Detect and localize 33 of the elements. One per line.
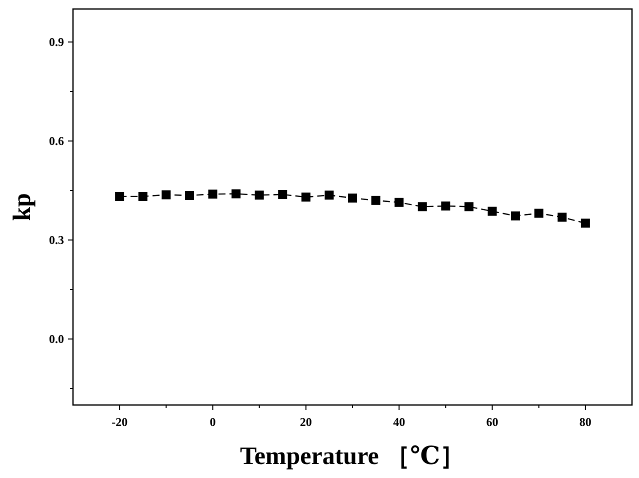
y-tick-label: 0.6 (49, 134, 64, 148)
point (184, 190, 194, 200)
point (511, 211, 520, 220)
point (488, 206, 497, 216)
x-tick-label: 20 (300, 415, 312, 429)
x-tick-label: -20 (112, 415, 128, 429)
point (558, 212, 567, 222)
point (254, 190, 264, 200)
point (534, 208, 544, 218)
x-tick-label: 60 (486, 415, 498, 429)
point (208, 190, 218, 199)
point (348, 194, 357, 203)
point (138, 192, 148, 201)
point (441, 202, 450, 211)
point (580, 218, 590, 228)
point (301, 192, 310, 202)
point (324, 190, 334, 200)
x-axis-title: Temperature ［℃］ (240, 443, 466, 470)
x-tick-label: 40 (393, 415, 406, 429)
point (278, 190, 288, 199)
point (232, 189, 241, 198)
point (371, 196, 380, 205)
x-tick-label: 80 (579, 415, 592, 429)
y-axis-title: kp (9, 193, 36, 221)
y-tick-label: 0.3 (49, 233, 64, 248)
point (162, 190, 171, 200)
point (418, 202, 427, 212)
y-tick-label: 0.9 (49, 35, 64, 50)
y-tick-label: 0.0 (49, 332, 64, 346)
point (115, 192, 124, 201)
x-tick-label: 0 (210, 415, 216, 429)
point (464, 202, 474, 212)
point (394, 198, 404, 207)
